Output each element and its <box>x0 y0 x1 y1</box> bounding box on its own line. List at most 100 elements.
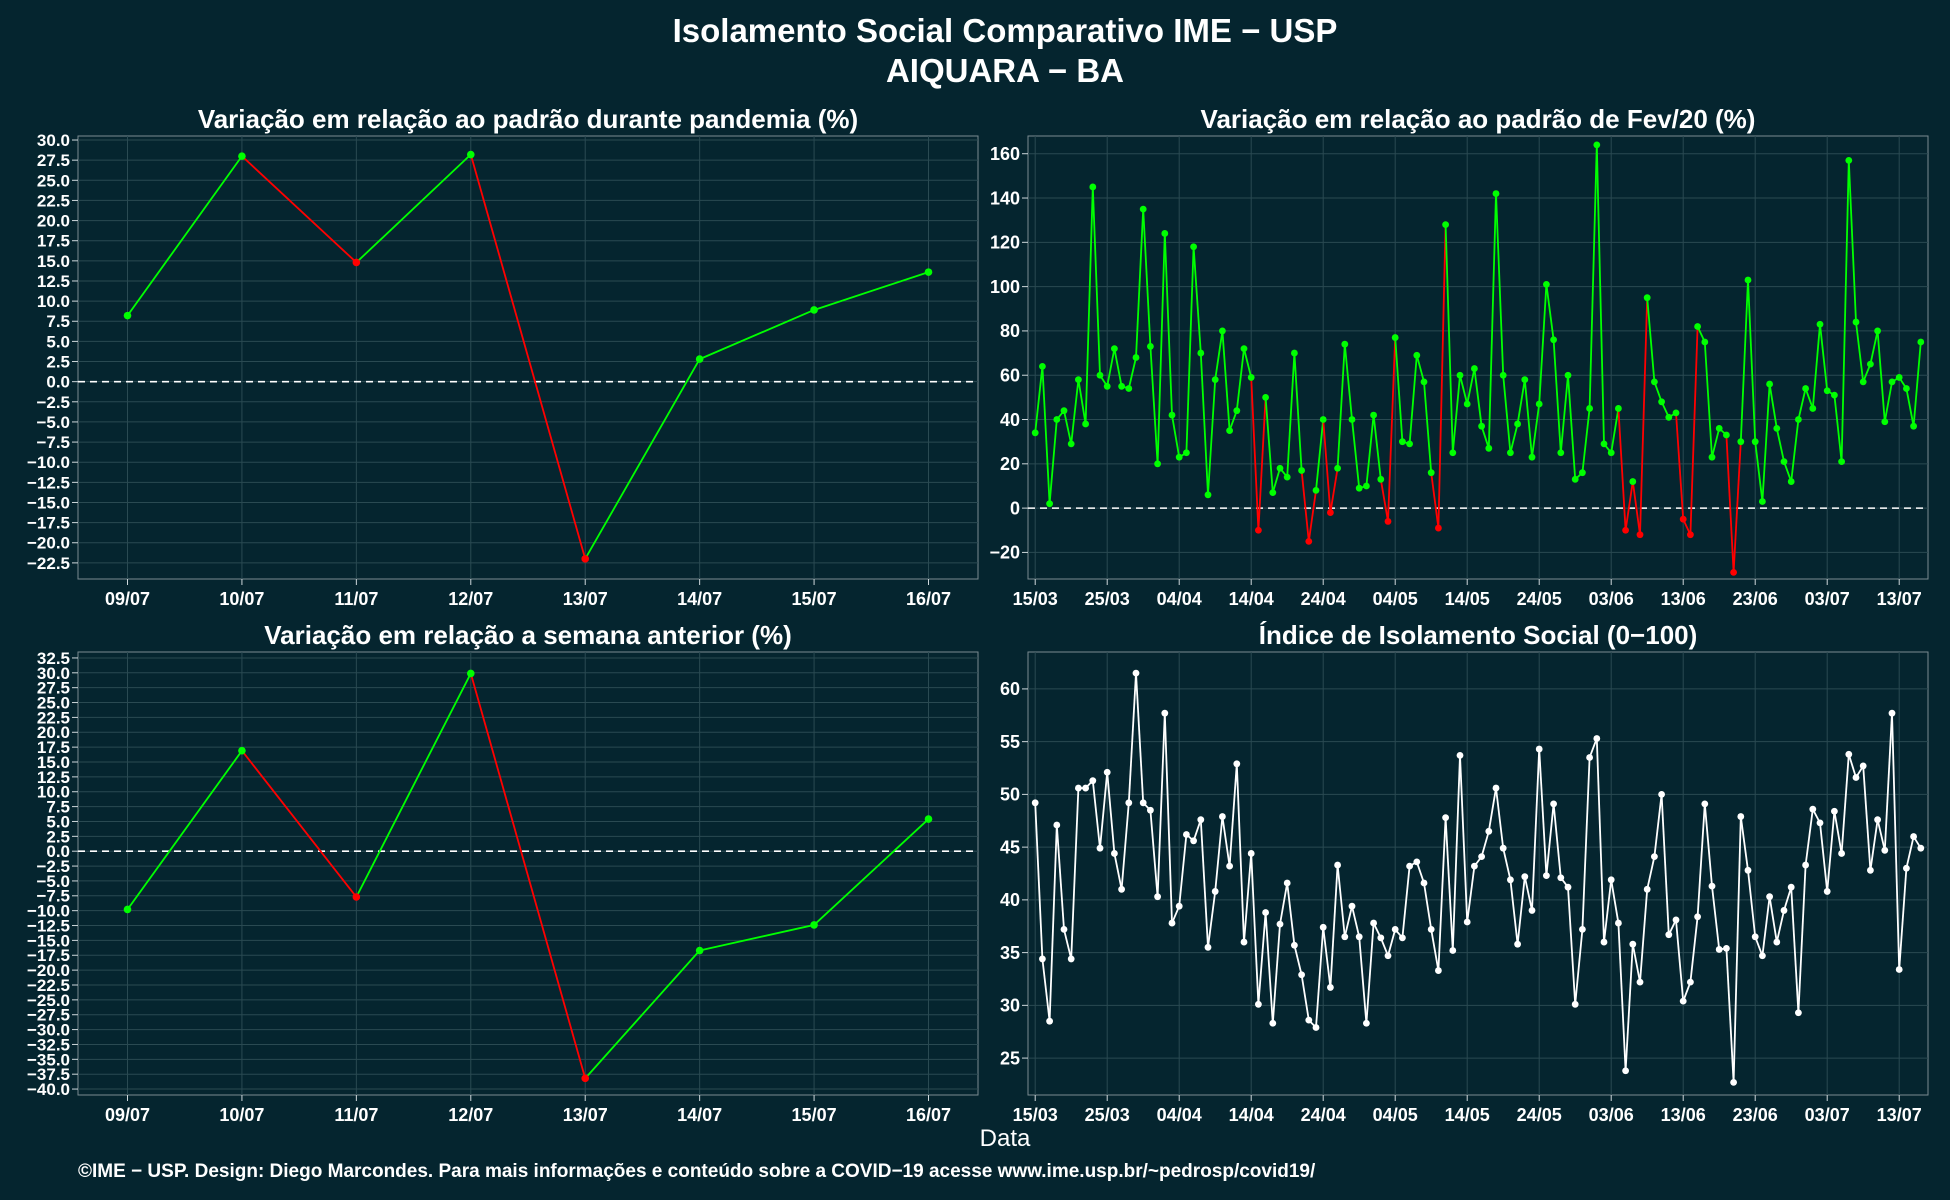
chart-indice-segment <box>1343 905 1353 937</box>
chart-indice-segment <box>1199 819 1209 948</box>
chart-indice-point <box>1787 883 1795 891</box>
chart-indice-segment <box>1725 948 1735 1083</box>
chart-fev20-point <box>1219 327 1226 335</box>
chart-fev20-point <box>1334 464 1341 472</box>
chart-fev20-segment <box>1466 368 1476 405</box>
chart-indice-y-tick-label: 55 <box>1000 732 1020 752</box>
chart-fev20-segment <box>1106 348 1116 387</box>
chart-indice-point <box>1521 873 1529 881</box>
chart-pandemia-y-tick-label: −12.5 <box>27 473 70 492</box>
chart-indice-point <box>1363 1019 1370 1027</box>
chart-indice-point <box>1319 923 1327 931</box>
chart-indice-point <box>1305 1016 1313 1024</box>
chart-indice-segment <box>1207 891 1217 948</box>
chart-fev20-point <box>1701 338 1709 346</box>
chart-pandemia-y-tick-label: 7.5 <box>46 312 70 331</box>
chart-indice-point <box>1852 774 1860 781</box>
chart-fev20-segment <box>1631 481 1641 535</box>
chart-semana-y-tick-label: −37.5 <box>27 1065 70 1084</box>
chart-fev20-segment <box>1336 344 1346 469</box>
chart-pandemia-y-tick-label: −15.0 <box>27 493 70 512</box>
chart-indice-point <box>1060 926 1068 933</box>
chart-pandemia-segment <box>355 153 472 264</box>
chart-indice-point <box>1413 858 1421 866</box>
chart-indice-point <box>1859 762 1867 770</box>
chart-fev20-point <box>1615 405 1622 412</box>
chart-indice-segment <box>1415 861 1425 884</box>
chart-fev20-x-tick-label: 13/06 <box>1661 589 1706 609</box>
chart-pandemia-x-tick-label: 16/07 <box>906 589 951 609</box>
chart-semana-x-tick-label: 16/07 <box>906 1105 951 1125</box>
chart-pandemia-x-tick-label: 15/07 <box>792 589 837 609</box>
chart-indice-point <box>1240 938 1248 946</box>
chart-indice-point <box>1744 866 1752 874</box>
chart-fev20-point <box>1737 438 1745 446</box>
chart-indice-segment <box>1235 763 1245 943</box>
chart-fev20-point <box>1305 537 1313 545</box>
chart-fev20-point <box>1111 345 1118 353</box>
chart-indice-point <box>1103 768 1111 776</box>
chart-indice-point <box>1723 944 1730 952</box>
chart-indice-point <box>1111 850 1118 857</box>
chart-fev20-y-tick-label: 20 <box>1000 454 1020 474</box>
chart-indice-segment <box>1516 876 1526 945</box>
chart-indice-segment <box>1451 755 1461 951</box>
chart-indice-point <box>1312 1024 1320 1031</box>
chart-pandemia-y-tick-label: 22.5 <box>37 191 70 210</box>
chart-indice-segment <box>1351 905 1361 937</box>
chart-indice-segment <box>1631 944 1641 983</box>
chart-indice-y-tick-label: 60 <box>1000 679 1020 699</box>
chart-fev20-segment <box>1315 419 1325 491</box>
chart-fev20-title: Variação em relação ao padrão de Fev/20 … <box>1201 104 1756 134</box>
chart-fev20-segment <box>1271 467 1281 493</box>
chart-indice-point <box>1910 833 1917 840</box>
chart-fev20-segment <box>1797 388 1807 420</box>
chart-indice-segment <box>1898 868 1908 970</box>
chart-fev20-point <box>1708 453 1716 461</box>
chart-semana-y-tick-label: 10.0 <box>37 783 70 802</box>
chart-indice-point <box>1607 876 1615 884</box>
chart-indice-point <box>1269 1019 1277 1027</box>
chart-fev20-point <box>1449 449 1457 457</box>
chart-semana-y-tick-label: 15.0 <box>37 753 70 772</box>
chart-indice-point <box>1802 861 1809 869</box>
chart-indice-point <box>1391 926 1399 933</box>
chart-fev20-segment <box>1293 353 1303 471</box>
chart-pandemia-y-tick-label: −17.5 <box>27 514 70 533</box>
chart-fev20-segment <box>1624 481 1634 531</box>
chart-fev20-y-tick-label: 140 <box>990 188 1020 208</box>
chart-indice-segment <box>1149 810 1159 897</box>
chart-indice-segment <box>1833 811 1843 854</box>
chart-pandemia-y-tick-label: 2.5 <box>46 352 70 371</box>
chart-fev20-point <box>1600 440 1608 448</box>
chart-fev20-x-tick-label: 15/03 <box>1013 589 1058 609</box>
chart-fev20-segment <box>1739 279 1749 442</box>
chart-fev20-segment <box>1343 344 1353 420</box>
chart-fev20-segment <box>1228 410 1238 431</box>
chart-fev20-point <box>1247 374 1255 381</box>
chart-indice-segment <box>1739 816 1749 871</box>
chart-fev20-x-tick-label: 25/03 <box>1085 589 1130 609</box>
chart-fev20-point <box>1895 374 1903 381</box>
chart-indice-segment <box>1387 929 1397 957</box>
chart-indice-segment <box>1545 803 1555 876</box>
chart-pandemia-y-tick-label: 5.0 <box>46 332 70 351</box>
chart-fev20-point <box>1809 405 1817 412</box>
chart-fev20-point <box>1586 405 1593 412</box>
chart-pandemia-y-tick-label: 12.5 <box>37 272 70 291</box>
panel-semana: Variação em relação a semana anterior (%… <box>27 620 979 1125</box>
chart-fev20-point <box>1507 449 1514 457</box>
chart-indice-point <box>1816 819 1824 827</box>
chart-indice-point <box>1651 853 1658 861</box>
chart-indice-segment <box>1639 889 1649 983</box>
chart-fev20-point <box>1816 320 1824 328</box>
chart-pandemia-point <box>695 355 704 363</box>
chart-fev20-point <box>1744 276 1752 284</box>
chart-fev20-segment <box>1048 419 1058 504</box>
chart-fev20-segment <box>1610 408 1620 453</box>
chart-fev20-segment <box>1502 375 1512 453</box>
x-axis-label: Data <box>980 1125 1031 1152</box>
chart-indice-segment <box>1509 879 1519 945</box>
chart-fev20-segment <box>1171 414 1181 458</box>
chart-fev20-point <box>1319 416 1327 423</box>
